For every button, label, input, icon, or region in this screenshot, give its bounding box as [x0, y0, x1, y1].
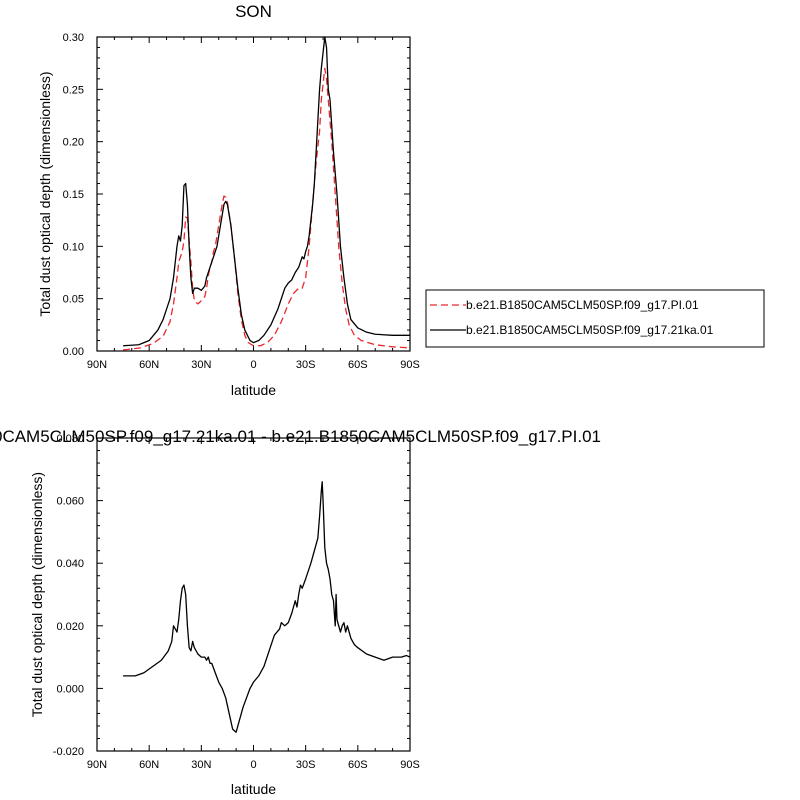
chart-title: SON [235, 2, 272, 21]
y-tick-label: 0.25 [63, 84, 84, 96]
x-tick-label: 90N [87, 359, 107, 371]
x-tick-label: 90S [400, 359, 420, 371]
panel-bottom: b.e21.B1850CAM5CLM50SP.f09_g17.21ka.01 -… [0, 427, 601, 797]
legend-box [425, 289, 765, 348]
x-axis-label: latitude [231, 382, 276, 398]
y-tick-label: 0.20 [63, 137, 84, 149]
series-line-1 [123, 36, 410, 347]
y-tick-label: 0.00 [63, 346, 84, 358]
x-tick-label: 60N [139, 359, 159, 371]
legend-label-0: b.e21.B1850CAM5CLM50SP.f09_g17.PI.01 [466, 298, 699, 312]
x-tick-label: 90S [400, 759, 420, 771]
x-tick-label: 30S [296, 759, 316, 771]
y-tick-label: 0.040 [56, 558, 84, 570]
x-tick-label: 30N [191, 759, 211, 771]
x-tick-label: 30N [191, 359, 211, 371]
y-tick-label: 0.10 [63, 241, 84, 253]
x-tick-label: 60N [139, 759, 159, 771]
x-axis-label: latitude [231, 781, 276, 797]
y-tick-label: 0.30 [63, 32, 84, 44]
y-tick-label: 0.000 [56, 683, 84, 695]
legend-label-1: b.e21.B1850CAM5CLM50SP.f09_g17.21ka.01 [466, 323, 714, 337]
y-tick-label: 0.060 [56, 496, 84, 508]
y-axis-label: Total dust optical depth (dimensionless) [37, 71, 53, 316]
x-tick-label: 90N [87, 759, 107, 771]
series-line-0 [123, 67, 411, 351]
chart-title: b.e21.B1850CAM5CLM50SP.f09_g17.21ka.01 -… [0, 427, 601, 446]
y-tick-label: 0.15 [63, 189, 84, 201]
x-tick-label: 0 [250, 359, 256, 371]
panel-top: SON 90N 60N 30N 0 30S 60S 90S 0.00 0.05 0.10 0.15 0.… [37, 2, 765, 398]
series-line-0 [123, 481, 411, 733]
y-tick-label: -0.020 [53, 746, 84, 758]
y-tick-label: 0.020 [56, 621, 84, 633]
x-tick-label: 60S [348, 359, 368, 371]
plot-frame [96, 437, 411, 752]
y-axis-label: Total dust optical depth (dimensionless) [29, 472, 45, 717]
y-tick-label: 0.05 [63, 294, 84, 306]
y-tick-label: 0.080 [56, 433, 84, 445]
x-tick-label: 0 [250, 759, 256, 771]
plot-frame [96, 36, 411, 352]
x-tick-label: 60S [348, 759, 368, 771]
x-tick-label: 30S [296, 359, 316, 371]
legend: b.e21.B1850CAM5CLM50SP.f09_g17.PI.01 b.e2… [425, 289, 765, 348]
